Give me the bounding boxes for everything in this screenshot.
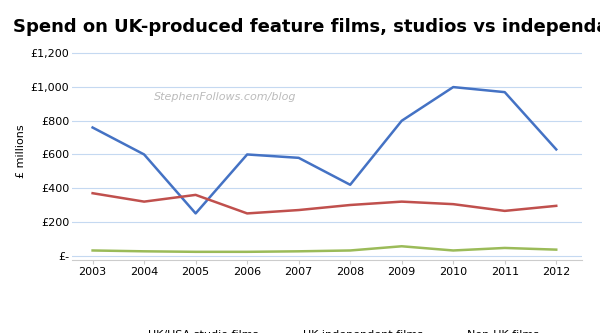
- Line: Non-UK films: Non-UK films: [92, 246, 556, 252]
- Non-UK films: [553, 248, 560, 252]
- UK/USA studio films: [553, 148, 560, 152]
- UK independent films: [140, 199, 148, 203]
- UK/USA studio films: [501, 90, 508, 94]
- Non-UK films: [192, 250, 199, 254]
- UK independent films: [398, 199, 405, 203]
- Non-UK films: [347, 248, 354, 252]
- UK independent films: [192, 193, 199, 197]
- UK/USA studio films: [140, 153, 148, 157]
- Non-UK films: [449, 248, 457, 252]
- Title: Spend on UK-produced feature films, studios vs independants: Spend on UK-produced feature films, stud…: [13, 18, 600, 36]
- UK independent films: [89, 191, 96, 195]
- UK independent films: [244, 211, 251, 215]
- Line: UK/USA studio films: UK/USA studio films: [92, 87, 556, 213]
- Legend: UK/USA studio films, UK independent films, Non-UK films: UK/USA studio films, UK independent film…: [110, 326, 544, 333]
- UK independent films: [501, 209, 508, 213]
- Line: UK independent films: UK independent films: [92, 193, 556, 213]
- Y-axis label: £ millions: £ millions: [16, 125, 26, 178]
- UK/USA studio films: [398, 119, 405, 123]
- UK independent films: [295, 208, 302, 212]
- UK/USA studio films: [244, 153, 251, 157]
- UK independent films: [347, 203, 354, 207]
- Non-UK films: [501, 246, 508, 250]
- UK/USA studio films: [449, 85, 457, 89]
- Non-UK films: [398, 244, 405, 248]
- UK/USA studio films: [192, 211, 199, 215]
- UK independent films: [553, 204, 560, 208]
- Non-UK films: [295, 249, 302, 253]
- UK/USA studio films: [295, 156, 302, 160]
- UK independent films: [449, 202, 457, 206]
- Non-UK films: [89, 248, 96, 252]
- Non-UK films: [244, 250, 251, 254]
- UK/USA studio films: [89, 126, 96, 130]
- UK/USA studio films: [347, 183, 354, 187]
- Text: StephenFollows.com/blog: StephenFollows.com/blog: [154, 92, 296, 103]
- Non-UK films: [140, 249, 148, 253]
